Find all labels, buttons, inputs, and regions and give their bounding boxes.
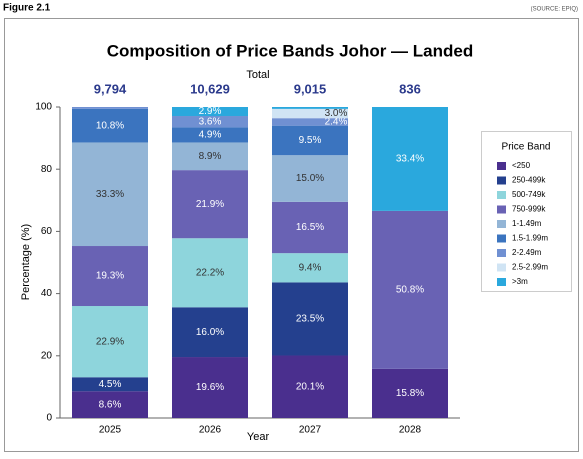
y-tick-label: 0 [46, 413, 52, 424]
legend-swatch [497, 249, 506, 257]
bar-segment [272, 355, 348, 418]
legend-title: Price Band [502, 142, 551, 153]
bar-segment [272, 253, 348, 283]
legend-label: 750-999k [512, 205, 546, 214]
legend-swatch [497, 205, 506, 214]
x-axis-label: Year [247, 431, 270, 443]
data-label: 8.9% [199, 151, 222, 162]
data-label: 19.3% [96, 271, 124, 282]
bar-segment [372, 368, 448, 418]
frame [4, 18, 579, 452]
bar-segment [272, 201, 348, 254]
data-label: 20.1% [296, 381, 324, 392]
bar-segment [72, 306, 148, 378]
data-label: 2.4% [325, 117, 348, 128]
bar-segment [272, 155, 348, 202]
legend-label: >3m [512, 277, 528, 286]
total-label: 10,629 [190, 81, 230, 96]
data-label: 3.0% [325, 108, 348, 119]
legend-swatch [497, 191, 506, 199]
bar-segment [72, 391, 148, 418]
y-axis-label: Percentage (%) [20, 224, 32, 300]
data-label: 21.9% [196, 199, 224, 210]
legend-swatch [497, 176, 506, 185]
bar-segment [172, 357, 248, 418]
data-label: 50.8% [396, 285, 424, 296]
legend-label: 2.5-2.99m [512, 263, 548, 272]
bar-segment [72, 377, 148, 392]
total-label: 836 [399, 81, 421, 96]
totals-label: Total [246, 69, 269, 81]
data-label: 23.5% [296, 314, 324, 325]
bar-segment [72, 108, 148, 143]
legend-swatch [497, 263, 506, 272]
x-tick-label: 2028 [399, 425, 422, 436]
y-tick-label: 100 [35, 102, 52, 113]
bar-segment [272, 108, 348, 119]
bar-segment [272, 107, 348, 109]
data-label: 16.0% [196, 327, 224, 338]
y-tick-label: 40 [41, 288, 53, 299]
total-label: 9,794 [94, 81, 127, 96]
bar-segment [272, 118, 348, 126]
legend-box [481, 131, 572, 292]
bar-segment [172, 142, 248, 171]
data-label: 4.5% [99, 379, 122, 390]
total-label: 9,015 [294, 81, 327, 96]
legend-swatch [497, 162, 506, 170]
data-label: 8.6% [99, 399, 122, 410]
x-tick-label: 2025 [99, 425, 122, 436]
figure-label: Figure 2.1 [3, 3, 51, 14]
bar-segment [272, 125, 348, 156]
data-label: 9.4% [299, 262, 322, 273]
legend-swatch [497, 278, 506, 286]
legend-swatch [497, 220, 506, 228]
y-tick-label: 60 [41, 226, 53, 237]
legend-label: 1.5-1.99m [512, 234, 548, 243]
bar-segment [372, 107, 448, 211]
bar-segment [72, 142, 148, 247]
data-label: 33.4% [396, 154, 424, 165]
data-label: 4.9% [199, 129, 222, 140]
data-label: 2.9% [199, 106, 222, 117]
data-label: 15.0% [296, 173, 324, 184]
x-tick-label: 2026 [199, 425, 222, 436]
bar-segment [172, 116, 248, 128]
data-label: 9.5% [299, 135, 322, 146]
y-tick-label: 20 [41, 350, 53, 361]
y-tick-label: 80 [41, 164, 53, 175]
legend-label: 250-499k [512, 176, 546, 185]
x-tick-label: 2027 [299, 425, 322, 436]
legend-label: <250 [512, 161, 531, 170]
source: (SOURCE: EPIQ) [531, 7, 578, 13]
bar-segment [72, 107, 148, 109]
bar-segment [172, 238, 248, 308]
legend-swatch [497, 234, 506, 243]
legend-label: 500-749k [512, 190, 546, 199]
data-label: 16.5% [296, 222, 324, 233]
bar-segment [272, 282, 348, 356]
bar-segment [372, 210, 448, 369]
data-label: 22.9% [96, 336, 124, 347]
bar-segment [172, 170, 248, 239]
bar-segment [172, 107, 248, 117]
chart-title: Composition of Price Bands Johor — Lande… [107, 41, 473, 60]
data-label: 33.3% [96, 189, 124, 200]
legend-label: 2-2.49m [512, 248, 542, 257]
legend-label: 1-1.49m [512, 219, 542, 228]
data-label: 19.6% [196, 382, 224, 393]
data-label: 15.8% [396, 388, 424, 399]
bar-segment [172, 307, 248, 358]
data-label: 10.8% [96, 120, 124, 131]
data-label: 3.6% [199, 116, 222, 127]
data-label: 22.2% [196, 267, 224, 278]
bar-segment [172, 127, 248, 143]
bar-segment [72, 246, 148, 307]
